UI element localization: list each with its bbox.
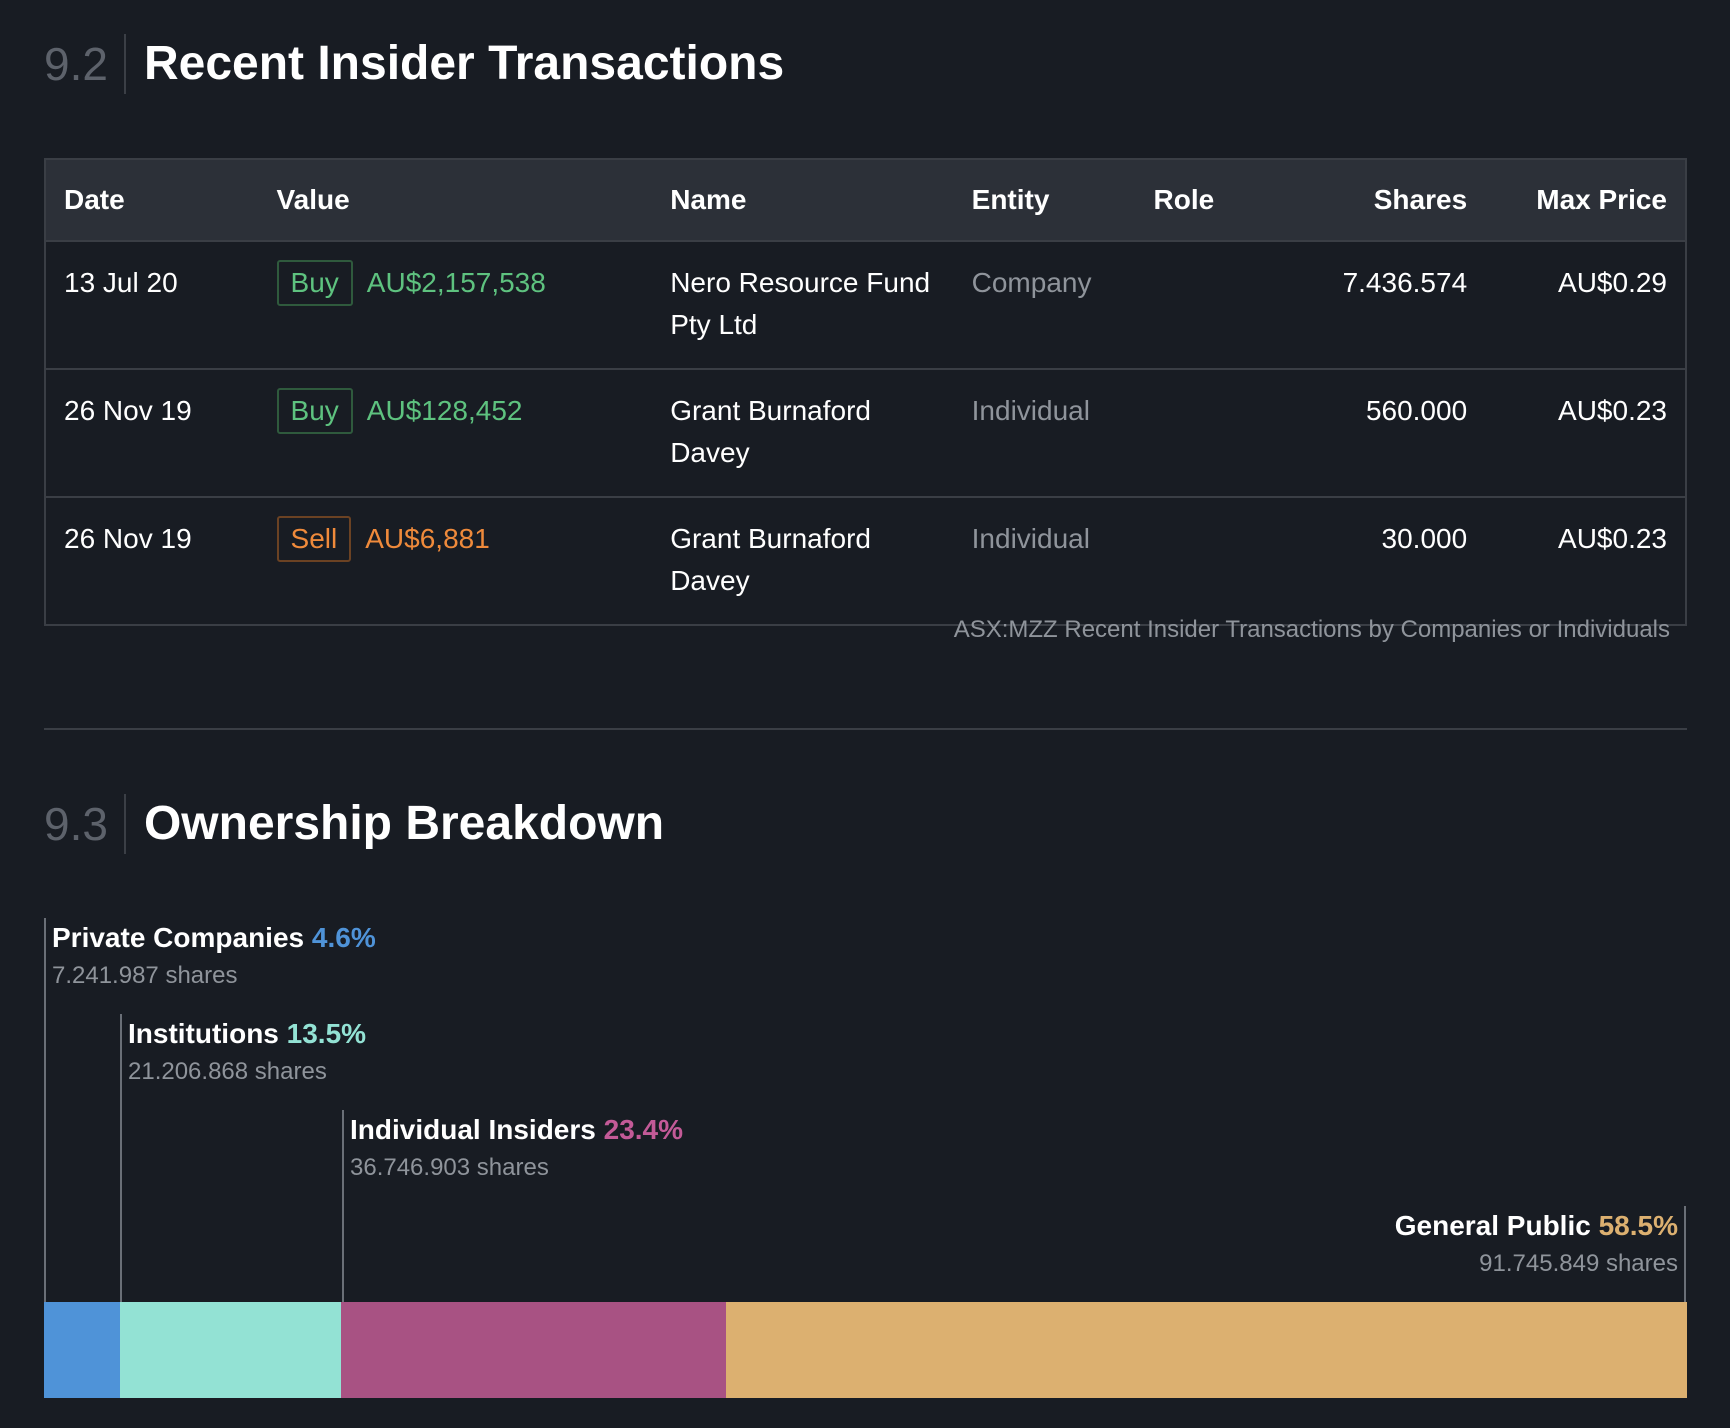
ownership-shares: 91.745.849 shares [1479, 1250, 1678, 1277]
buy-badge: Buy [276, 260, 353, 306]
column-header-entity[interactable]: Entity [953, 159, 1136, 242]
insider-name-line: Grant Burnaford [670, 395, 871, 426]
cell-name: Nero Resource Fund Pty Ltd [652, 240, 954, 369]
section-title: Ownership Breakdown [143, 797, 665, 850]
cell-shares: 30.000 [1285, 496, 1486, 625]
ownership-segment-institutions[interactable] [119, 1302, 342, 1398]
ownership-name: Private Companies [52, 922, 305, 953]
private-companies-leader-line [44, 918, 46, 1302]
ownership-pct: 58.5% [1598, 1210, 1678, 1241]
insider-name-line: Davey [670, 437, 750, 468]
cell-entity: Individual [953, 496, 1136, 625]
transaction-value: AU$6,881 [365, 523, 490, 554]
ownership-pct: 4.6% [311, 922, 376, 953]
ownership-pct: 23.4% [603, 1114, 684, 1145]
section-number: 9.3 [44, 794, 126, 854]
ownership-segment-individual-insiders[interactable] [341, 1302, 726, 1398]
cell-date: 26 Nov 19 [45, 368, 259, 497]
insider-name-line: Grant Burnaford [670, 523, 871, 554]
cell-max-price: AU$0.23 [1485, 368, 1686, 497]
table-header-row: Date Value Name Entity Role Shares Max P… [45, 159, 1686, 242]
ownership-shares: 36.746.903 shares [350, 1154, 549, 1181]
ownership-section-header: 9.3 Ownership Breakdown [44, 794, 664, 854]
cell-entity: Company [953, 240, 1136, 369]
cell-name: Grant Burnaford Davey [652, 496, 954, 625]
cell-date: 13 Jul 20 [45, 240, 259, 369]
cell-role [1135, 240, 1286, 369]
table-row[interactable]: 26 Nov 19 Sell AU$6,881 Grant Burnaford … [45, 496, 1686, 625]
column-header-max-price[interactable]: Max Price [1485, 159, 1686, 242]
ownership-shares: 21.206.868 shares [128, 1058, 327, 1085]
sell-badge: Sell [276, 516, 352, 562]
ownership-label-private-companies: Private Companies 4.6% 7.241.987 shares [52, 920, 376, 996]
cell-value: Buy AU$128,452 [258, 368, 653, 497]
institutions-leader-line [120, 1014, 122, 1302]
ownership-name: Institutions [128, 1018, 279, 1049]
section-title: Recent Insider Transactions [143, 37, 785, 90]
insider-name-line: Nero Resource Fund [670, 267, 931, 298]
buy-badge: Buy [276, 388, 353, 434]
cell-role [1135, 496, 1286, 625]
ownership-segment-general-public[interactable] [725, 1302, 1687, 1398]
cell-name: Grant Burnaford Davey [652, 368, 954, 497]
transaction-value: AU$128,452 [366, 395, 523, 426]
cell-value: Buy AU$2,157,538 [258, 240, 653, 369]
insider-section-header: 9.2 Recent Insider Transactions [44, 34, 784, 94]
cell-shares: 7.436.574 [1285, 240, 1486, 369]
ownership-label-general-public: General Public 58.5% 91.745.849 shares [1395, 1208, 1678, 1284]
ownership-label-institutions: Institutions 13.5% 21.206.868 shares [128, 1016, 366, 1092]
ownership-shares: 7.241.987 shares [52, 962, 238, 989]
general-public-leader-line [1684, 1206, 1686, 1302]
cell-max-price: AU$0.23 [1485, 496, 1686, 625]
ownership-name: Individual Insiders [350, 1114, 596, 1145]
column-header-date[interactable]: Date [45, 159, 259, 242]
section-divider [44, 728, 1687, 730]
table-caption: ASX:MZZ Recent Insider Transactions by C… [953, 616, 1670, 643]
ownership-pct: 13.5% [286, 1018, 367, 1049]
ownership-name: General Public [1394, 1210, 1591, 1241]
cell-max-price: AU$0.29 [1485, 240, 1686, 369]
individual-insiders-leader-line [342, 1110, 344, 1302]
column-header-name[interactable]: Name [652, 159, 954, 242]
transaction-value: AU$2,157,538 [366, 267, 546, 298]
ownership-segment-private-companies[interactable] [44, 1302, 120, 1398]
cell-date: 26 Nov 19 [45, 496, 259, 625]
cell-value: Sell AU$6,881 [258, 496, 653, 625]
column-header-shares[interactable]: Shares [1285, 159, 1486, 242]
section-number: 9.2 [44, 34, 126, 94]
ownership-bar [44, 1302, 1687, 1398]
ownership-label-individual-insiders: Individual Insiders 23.4% 36.746.903 sha… [350, 1112, 683, 1188]
cell-entity: Individual [953, 368, 1136, 497]
insider-name-line: Davey [670, 565, 750, 596]
insider-name-line: Pty Ltd [670, 309, 758, 340]
column-header-value[interactable]: Value [258, 159, 653, 242]
column-header-role[interactable]: Role [1135, 159, 1286, 242]
cell-shares: 560.000 [1285, 368, 1486, 497]
table-row[interactable]: 26 Nov 19 Buy AU$128,452 Grant Burnaford… [45, 368, 1686, 497]
insider-transactions-table: Date Value Name Entity Role Shares Max P… [44, 158, 1687, 626]
table-row[interactable]: 13 Jul 20 Buy AU$2,157,538 Nero Resource… [45, 240, 1686, 369]
cell-role [1135, 368, 1286, 497]
